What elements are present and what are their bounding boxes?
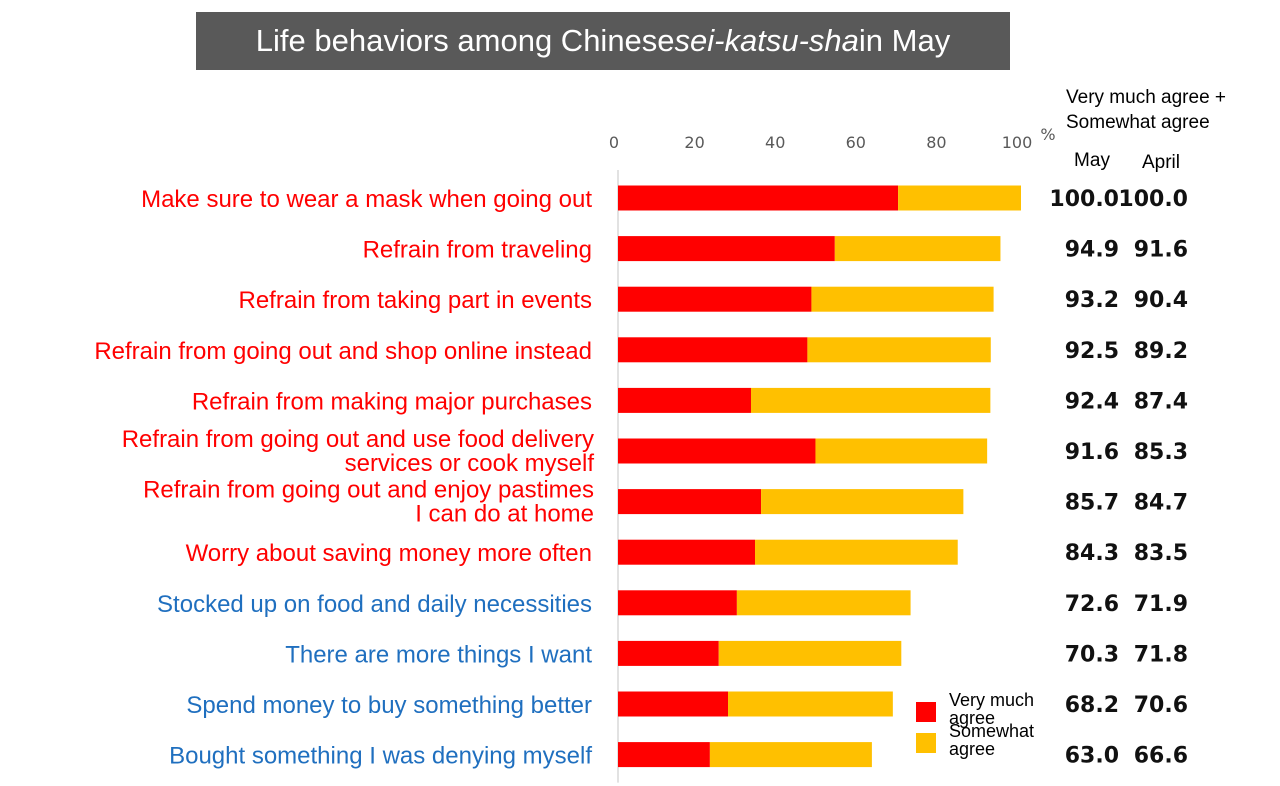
value-april: 87.4	[1134, 389, 1188, 414]
chart-title: Life behaviors among Chinese sei-katsu-s…	[196, 12, 1010, 70]
bar-very-much-agree	[618, 337, 808, 363]
bar-very-much-agree	[618, 640, 719, 666]
legend-swatch	[916, 733, 936, 753]
bar-very-much-agree	[618, 236, 835, 262]
category-label: Refrain from going out and shop online i…	[94, 338, 592, 365]
value-april: 66.6	[1134, 744, 1188, 769]
value-may: 91.6	[1065, 440, 1119, 465]
bar-somewhat-agree	[811, 286, 994, 312]
legend-swatch	[916, 702, 936, 722]
x-tick-label: 0	[609, 133, 619, 152]
bar-somewhat-agree	[736, 590, 911, 616]
category-label-line1: Refrain from going out and enjoy pastime…	[143, 477, 594, 504]
bar-somewhat-agree	[709, 742, 872, 768]
value-april: 100.0	[1118, 187, 1188, 212]
value-april: 89.2	[1134, 339, 1188, 364]
bar-somewhat-agree	[755, 539, 958, 565]
bar-very-much-agree	[618, 489, 762, 515]
bar-somewhat-agree	[807, 337, 991, 363]
x-unit-label: %	[1040, 125, 1055, 144]
category-labels: Make sure to wear a mask when going out R…	[94, 186, 594, 770]
value-april: 71.8	[1134, 642, 1188, 667]
value-columns: Very much agree + Somewhat agree May Apr…	[1049, 87, 1226, 769]
value-april: 70.6	[1134, 693, 1188, 718]
value-may: 68.2	[1065, 693, 1119, 718]
value-may: 94.9	[1065, 238, 1119, 263]
title-suffix: in May	[858, 23, 951, 58]
value-may: 93.2	[1065, 288, 1119, 313]
bars	[618, 185, 1021, 768]
bar-very-much-agree	[618, 691, 729, 717]
category-label: Make sure to wear a mask when going out	[141, 186, 592, 213]
bar-somewhat-agree	[718, 640, 902, 666]
category-label-line2: services or cook myself	[345, 450, 595, 477]
value-may: 100.0	[1049, 187, 1119, 212]
x-tick-label: 40	[765, 133, 785, 152]
header-line2: Somewhat agree	[1066, 112, 1210, 133]
x-axis: 0 20 40 60 80 100%	[609, 125, 1056, 783]
category-label: Worry about saving money more often	[186, 540, 592, 567]
category-label: Stocked up on food and daily necessities	[157, 591, 592, 618]
legend-label-line1: Very much	[949, 690, 1034, 710]
bar-very-much-agree	[618, 185, 899, 211]
x-tick-label: 20	[684, 133, 704, 152]
category-label: Refrain from traveling	[363, 237, 592, 264]
legend-label-line2: agree	[949, 739, 995, 759]
x-tick-label: 100	[1002, 133, 1033, 152]
bar-very-much-agree	[618, 742, 710, 768]
value-may: 63.0	[1065, 744, 1119, 769]
value-may: 92.4	[1065, 389, 1119, 414]
category-label: Refrain from making major purchases	[192, 388, 592, 415]
value-april: 83.5	[1134, 541, 1188, 566]
value-may: 85.7	[1065, 491, 1119, 516]
title-italic: sei-katsu-sha	[674, 23, 859, 58]
bar-somewhat-agree	[898, 185, 1021, 211]
bar-somewhat-agree	[834, 236, 1001, 262]
legend-label-line1: Somewhat	[949, 721, 1034, 741]
bar-very-much-agree	[618, 387, 751, 413]
value-april: 91.6	[1134, 238, 1188, 263]
category-label: There are more things I want	[285, 641, 592, 668]
bar-very-much-agree	[618, 539, 756, 565]
value-april: 85.3	[1134, 440, 1188, 465]
bar-very-much-agree	[618, 286, 812, 312]
value-april: 90.4	[1134, 288, 1188, 313]
value-may: 92.5	[1065, 339, 1119, 364]
bar-somewhat-agree	[761, 489, 964, 515]
category-label-line2: I can do at home	[415, 501, 594, 528]
column-header-april: April	[1142, 152, 1180, 173]
legend-label-line2: agree	[949, 708, 995, 728]
bar-very-much-agree	[618, 438, 816, 464]
x-tick-label: 80	[926, 133, 946, 152]
value-may: 84.3	[1065, 541, 1119, 566]
category-label-line1: Refrain from going out and use food deli…	[122, 426, 594, 453]
category-label: Bought something I was denying myself	[169, 743, 592, 770]
category-label: Refrain from taking part in events	[239, 287, 593, 314]
bar-somewhat-agree	[728, 691, 893, 717]
bar-very-much-agree	[618, 590, 737, 616]
value-april: 71.9	[1134, 592, 1188, 617]
header-line1: Very much agree +	[1066, 87, 1226, 108]
category-label: Spend money to buy something better	[186, 692, 592, 719]
bar-somewhat-agree	[750, 387, 991, 413]
title-prefix: Life behaviors among Chinese	[255, 23, 675, 58]
column-header-may: May	[1074, 150, 1110, 171]
value-april: 84.7	[1134, 491, 1188, 516]
value-may: 72.6	[1065, 592, 1119, 617]
x-tick-label: 60	[846, 133, 866, 152]
value-may: 70.3	[1065, 642, 1119, 667]
bar-somewhat-agree	[815, 438, 988, 464]
